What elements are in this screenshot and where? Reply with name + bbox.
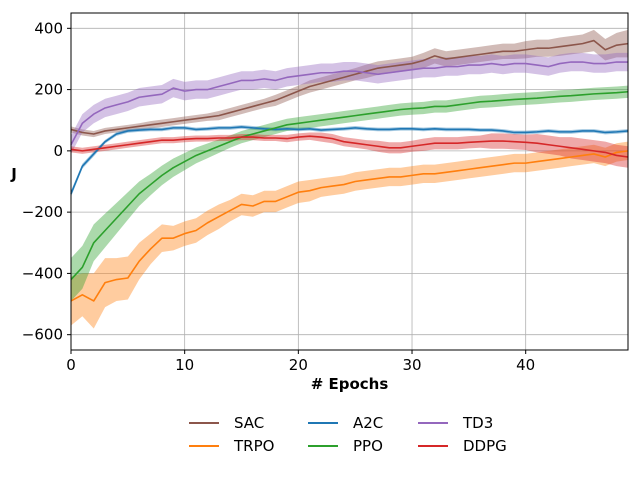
band-td3: [71, 52, 628, 154]
line-sac: [70, 39, 629, 135]
legend: SAC TRPO A2C PPO TD3 DDPG: [189, 414, 507, 455]
line-ddpg: [70, 135, 629, 158]
series-lines: [70, 39, 629, 302]
x-tick-label: 30: [402, 356, 421, 374]
y-tick-label: 0: [53, 142, 63, 160]
x-tick-label: 20: [289, 356, 308, 374]
legend-label-td3: TD3: [462, 414, 493, 432]
line-td3: [70, 61, 628, 146]
y-tick-label: 400: [34, 19, 63, 37]
y-tick-label: 200: [34, 81, 63, 99]
confidence-bands: [71, 29, 628, 329]
x-tick-label: 0: [66, 356, 76, 374]
band-sac: [71, 29, 628, 138]
legend-label-ddpg: DDPG: [463, 437, 507, 455]
legend-label-a2c: A2C: [353, 414, 383, 432]
legend-label-ppo: PPO: [353, 437, 383, 455]
line-a2c: [70, 126, 629, 195]
y-tick-label: −400: [22, 264, 63, 282]
y-axis-title: J: [10, 165, 17, 183]
y-tick-label: −200: [22, 203, 63, 221]
plot-frame: [70, 12, 629, 351]
x-tick-label: 40: [516, 356, 535, 374]
x-axis-title: # Epochs: [311, 375, 389, 393]
line-trpo: [70, 150, 629, 302]
ticks: 0 10 20 30 40 −600 −400 −200 0 200 400: [22, 19, 535, 374]
line-ppo: [70, 90, 629, 281]
legend-label-trpo: TRPO: [233, 437, 274, 455]
y-tick-label: −600: [22, 326, 63, 344]
x-tick-label: 10: [175, 356, 194, 374]
grid: [70, 13, 628, 350]
legend-label-sac: SAC: [234, 414, 264, 432]
band-trpo: [71, 141, 628, 329]
band-ppo: [71, 85, 628, 301]
